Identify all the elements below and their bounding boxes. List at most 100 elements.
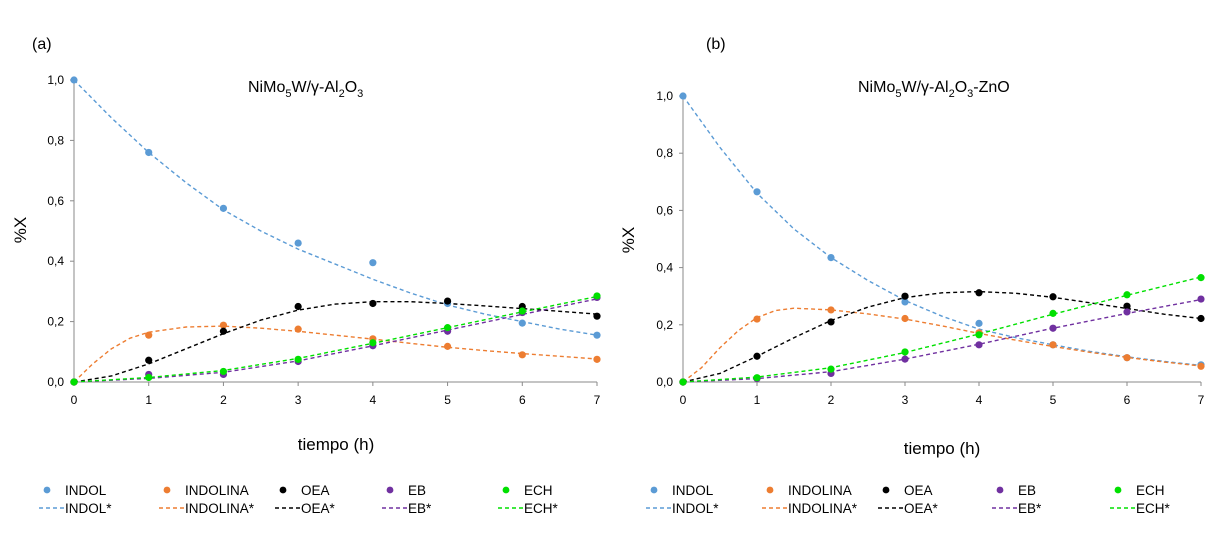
- point-indolina: [753, 315, 761, 323]
- y-tick-label: 0,0: [656, 375, 673, 389]
- fit-line-ech: [73, 295, 598, 383]
- point-indolina: [219, 321, 228, 329]
- y-tick-label: 1,0: [656, 89, 673, 103]
- legend-marker-indol: [43, 486, 51, 494]
- legend-fit-label-eb: EB*: [1018, 501, 1042, 516]
- point-ech: [1123, 291, 1131, 299]
- y-tick-label: 0,6: [656, 203, 673, 217]
- x-tick-label: 5: [444, 393, 451, 407]
- x-tick-label: 2: [828, 393, 835, 407]
- point-indolina: [1049, 341, 1057, 349]
- legend-label-ech: ECH: [524, 483, 553, 498]
- x-tick-label: 6: [1124, 393, 1131, 407]
- point-oea: [1123, 302, 1131, 310]
- point-oea: [901, 292, 909, 300]
- legend-label-indolina: INDOLINA: [185, 483, 249, 498]
- chart-title-b: NiMo5W/γ-Al2O3-ZnO: [858, 79, 1010, 100]
- x-tick-label: 1: [145, 393, 152, 407]
- point-oea: [145, 356, 153, 364]
- legend-label-indol: INDOL: [65, 483, 107, 498]
- point-ech: [518, 307, 526, 315]
- y-axis-label-b: %X: [619, 227, 638, 253]
- x-tick-label: 6: [519, 393, 526, 407]
- plot-area-b: 0,0 0,2 0,4 0,6 0,8 1,0 0 1 2 3 4 5 6 7: [656, 89, 1204, 407]
- point-indol: [219, 204, 228, 212]
- fit-line-eb: [682, 298, 1202, 383]
- legend-b: INDOL INDOL* INDOLINA INDOLINA* OEA OEA* EB EB*…: [646, 483, 1171, 516]
- legend-marker-eb: [996, 486, 1004, 494]
- point-ech: [443, 324, 452, 332]
- legend-fit-label-ech: ECH*: [524, 501, 559, 516]
- point-eb: [901, 355, 909, 363]
- point-oea: [827, 318, 835, 326]
- legend-label-oea: OEA: [904, 483, 933, 498]
- legend-fit-label-eb: EB*: [408, 501, 432, 516]
- y-tick-label: 0,6: [47, 194, 64, 208]
- point-indol: [369, 259, 377, 267]
- x-tick-label: 4: [976, 393, 983, 407]
- panel-label-a: (a): [32, 36, 52, 53]
- point-indol: [679, 92, 687, 100]
- legend-fit-label-indolina: INDOLINA*: [185, 501, 255, 516]
- legend-label-indolina: INDOLINA: [788, 483, 852, 498]
- legend-fit-label-ech: ECH*: [1136, 501, 1171, 516]
- point-ech: [679, 378, 687, 386]
- chart-title-a: NiMo5W/γ-Al2O3: [248, 79, 363, 100]
- point-indolina: [1123, 354, 1131, 362]
- point-ech: [70, 378, 78, 386]
- panel-a: (a) NiMo5W/γ-Al2O3 %X tiempo (h) 0,00,20…: [11, 36, 601, 516]
- legend-fit-label-indol: INDOL*: [672, 501, 719, 516]
- point-eb: [1197, 295, 1205, 303]
- legend-a: INDOL INDOL* INDOLINA INDOLINA* OEA OEA* EB EB*…: [39, 483, 559, 516]
- legend-fit-label-oea: OEA*: [904, 501, 939, 516]
- fit-line-indolina: [682, 307, 1202, 383]
- point-oea: [1049, 293, 1057, 301]
- point-indol: [593, 331, 601, 339]
- y-tick-label: 0,2: [47, 315, 64, 329]
- x-tick-label: 5: [1050, 393, 1057, 407]
- point-oea: [593, 312, 601, 320]
- legend-marker-indolina: [766, 486, 774, 494]
- fit-line-eb: [73, 298, 598, 383]
- panel-label-b: (b): [706, 36, 726, 53]
- legend-marker-ech: [1114, 486, 1122, 494]
- point-indolina: [901, 314, 909, 323]
- point-indol: [901, 298, 909, 306]
- fit-line-indol: [682, 95, 1202, 367]
- point-indolina: [443, 342, 452, 350]
- x-tick-label: 3: [902, 393, 909, 407]
- legend-marker-ech: [502, 486, 510, 494]
- point-oea: [753, 352, 761, 360]
- point-indol: [753, 188, 761, 196]
- point-ech: [901, 348, 909, 356]
- legend-label-oea: OEA: [301, 483, 330, 498]
- x-tick-label: 0: [71, 393, 78, 407]
- point-eb: [975, 341, 983, 349]
- point-indol: [518, 319, 526, 327]
- point-indolina: [518, 351, 526, 359]
- point-indol: [145, 148, 153, 157]
- y-tick-label: 0,8: [656, 146, 673, 160]
- y-tick-label: 1,0: [47, 73, 64, 87]
- plot-area-a: 0,0 0,2 0,4 0,6 0,8 1,0 0 1 2 3 4 5 6 7: [47, 73, 600, 407]
- legend-marker-indolina: [163, 486, 171, 494]
- legend-marker-eb: [386, 486, 394, 494]
- point-ech: [219, 367, 228, 376]
- point-oea: [1197, 314, 1205, 323]
- x-axis-label-b: tiempo (h): [904, 439, 981, 458]
- x-tick-label: 7: [594, 393, 601, 407]
- y-tick-label: 0,2: [656, 318, 673, 332]
- x-tick-label: 0: [680, 393, 687, 407]
- panel-b: (b) NiMo5W/γ-Al2O3-ZnO %X tiempo (h) 0,0…: [619, 36, 1205, 516]
- x-tick-label: 7: [1198, 393, 1205, 407]
- point-eb: [1049, 324, 1057, 332]
- point-ech: [593, 292, 601, 300]
- x-tick-label: 4: [370, 393, 377, 407]
- point-indolina: [145, 331, 153, 339]
- point-indol: [975, 319, 983, 327]
- point-ech: [369, 339, 377, 347]
- legend-marker-oea: [279, 486, 287, 494]
- point-oea: [369, 299, 377, 308]
- point-ech: [294, 355, 302, 363]
